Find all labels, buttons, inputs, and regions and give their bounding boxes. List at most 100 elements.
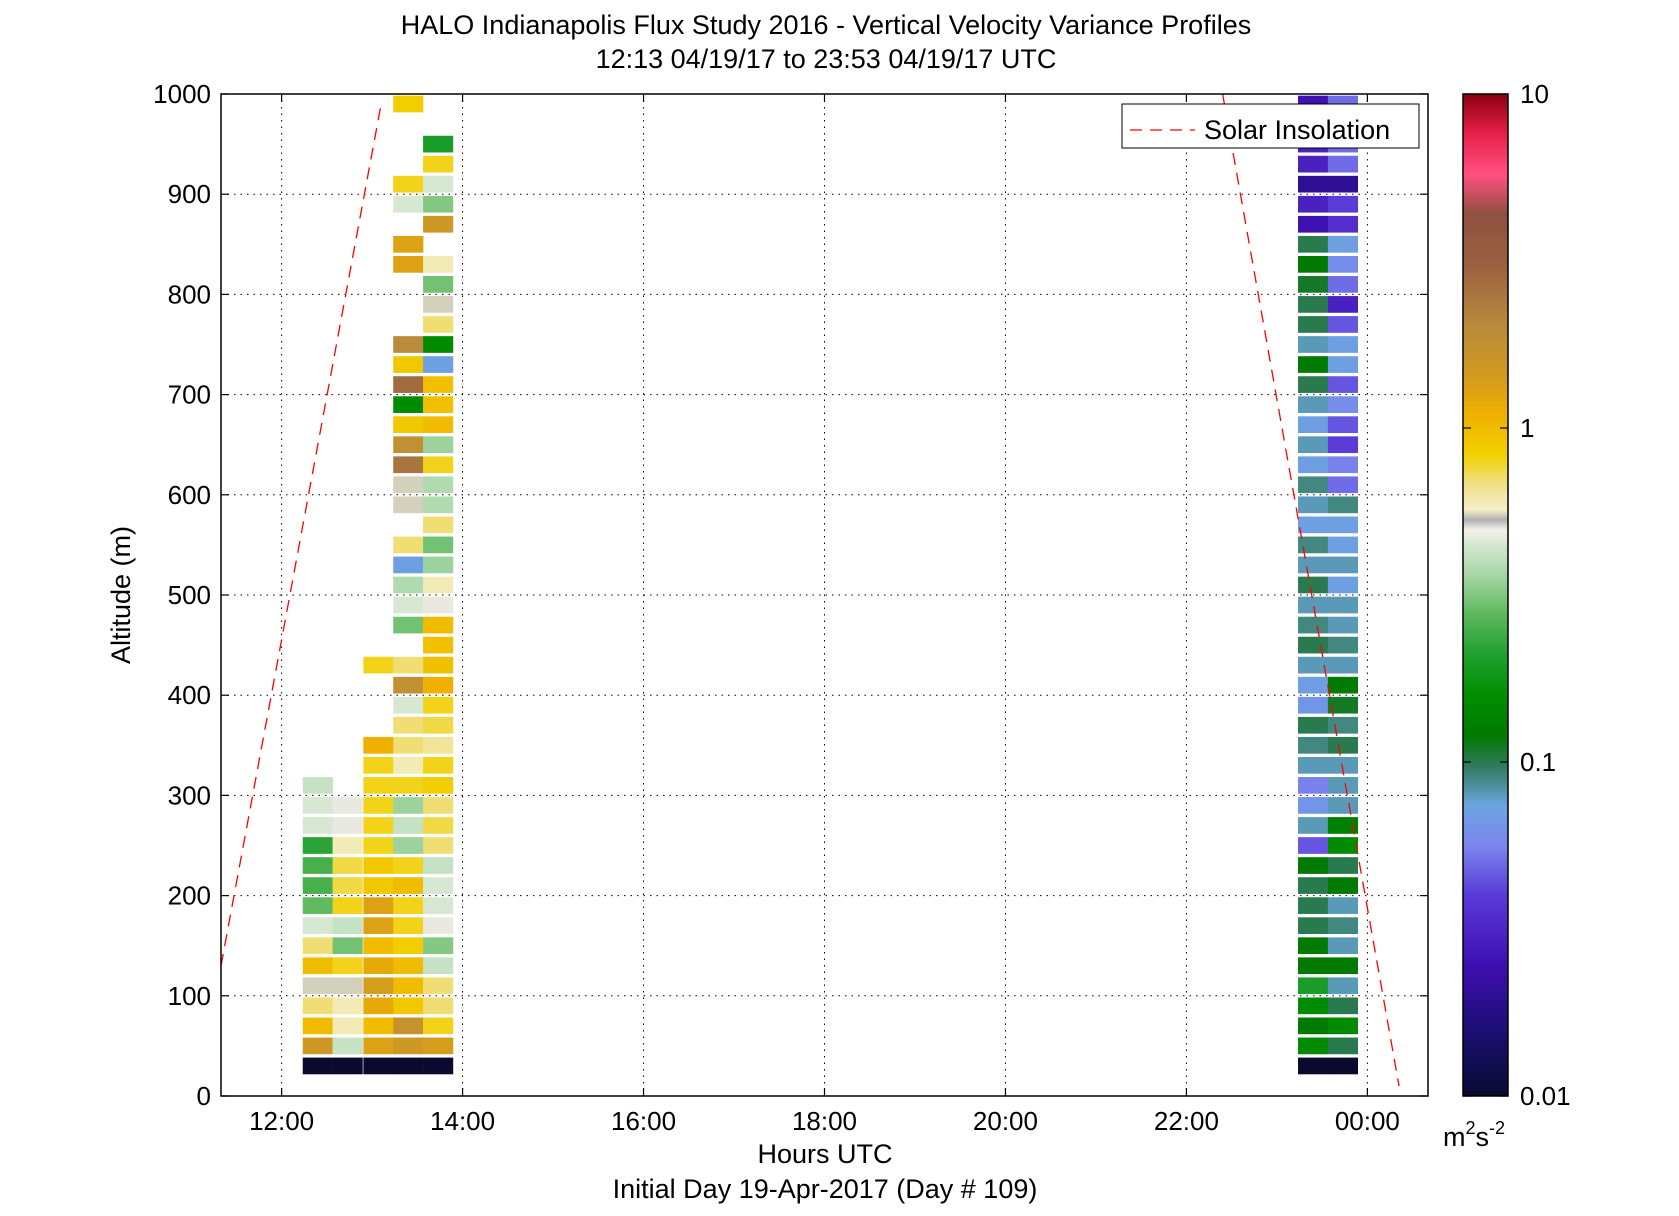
cell-p6-16 xyxy=(1327,736,1359,754)
cell-p2-17 xyxy=(363,656,394,674)
x-axis-label: Hours UTC xyxy=(757,1139,892,1169)
cell-p5-42 xyxy=(1298,215,1329,233)
colorbar-frame xyxy=(1462,93,1509,1097)
cell-p1-9 xyxy=(332,877,363,894)
cell-p3-38 xyxy=(393,175,424,193)
cell-p4-42 xyxy=(423,195,454,213)
cell-p5-8 xyxy=(1298,897,1329,914)
x-tick-label-2: 16:00 xyxy=(611,1106,676,1136)
cell-p6-10 xyxy=(1327,857,1359,874)
cell-p3-16 xyxy=(393,736,424,754)
cell-p6-12 xyxy=(1327,817,1359,834)
cell-p1-1 xyxy=(332,1037,363,1055)
cell-p1-0 xyxy=(332,1057,363,1075)
cell-p6-36 xyxy=(1327,336,1359,353)
cell-p6-39 xyxy=(1327,276,1359,293)
solar-insolation-lines xyxy=(220,93,1400,1087)
cell-p6-21 xyxy=(1327,636,1359,654)
cell-p0-8 xyxy=(302,897,333,914)
cell-p3-29 xyxy=(393,436,424,454)
cell-p5-37 xyxy=(1298,316,1329,333)
cell-p4-30 xyxy=(423,456,454,474)
cell-p6-4 xyxy=(1327,977,1359,995)
cell-p6-34 xyxy=(1327,376,1359,393)
cell-p4-28 xyxy=(423,496,454,514)
y-tick-label-6: 600 xyxy=(168,480,211,510)
legend-solar-label: Solar Insolation xyxy=(1204,115,1390,145)
cell-p4-35 xyxy=(423,356,454,373)
cell-p5-7 xyxy=(1298,917,1329,935)
cbar-tick-label-3: 10 xyxy=(1520,79,1549,109)
cell-p4-21 xyxy=(423,636,454,654)
cell-p3-9 xyxy=(393,877,424,894)
cell-p2-9 xyxy=(363,877,394,894)
solar-line-morning xyxy=(220,103,382,966)
cell-p5-15 xyxy=(1298,756,1329,774)
cell-p3-11 xyxy=(393,837,424,854)
cell-p5-14 xyxy=(1298,777,1329,794)
cell-p3-28 xyxy=(393,456,424,474)
cell-p6-3 xyxy=(1327,997,1359,1015)
cell-p6-41 xyxy=(1327,235,1359,253)
cell-p2-5 xyxy=(363,957,394,975)
cell-p0-4 xyxy=(302,977,333,995)
cell-p5-20 xyxy=(1298,656,1329,674)
x-tick-label-0: 12:00 xyxy=(249,1106,314,1136)
cell-p6-15 xyxy=(1327,756,1359,774)
cell-p2-12 xyxy=(363,817,394,834)
cell-p4-4 xyxy=(423,977,454,995)
cell-p6-1 xyxy=(1327,1037,1359,1055)
cell-p6-9 xyxy=(1327,877,1359,894)
cell-p4-32 xyxy=(423,416,454,434)
cell-p4-17 xyxy=(423,716,454,734)
cell-p4-39 xyxy=(423,276,454,293)
y-tick-label-2: 200 xyxy=(168,881,211,911)
cell-p3-17 xyxy=(393,716,424,734)
cell-p5-16 xyxy=(1298,736,1329,754)
x-axis-ticks: 12:00 14:00 16:00 18:00 20:00 22:00 00:00 xyxy=(249,94,1400,1136)
units-s: s xyxy=(1476,1122,1490,1152)
cell-p4-19 xyxy=(423,676,454,694)
y-tick-label-4: 400 xyxy=(168,680,211,710)
cell-p6-28 xyxy=(1327,496,1359,514)
cell-p3-6 xyxy=(393,937,424,955)
cell-p5-10 xyxy=(1298,857,1329,874)
cell-p5-34 xyxy=(1298,376,1329,393)
cell-p6-38 xyxy=(1327,296,1359,313)
cell-p5-26 xyxy=(1298,536,1329,554)
solar-line-evening xyxy=(1221,93,1400,1087)
cell-p2-13 xyxy=(363,797,394,814)
cell-p4-37 xyxy=(423,316,454,333)
colorbar-gradient xyxy=(1463,94,1508,1096)
cell-p3-19 xyxy=(393,676,424,694)
cell-p0-0 xyxy=(302,1057,333,1075)
cell-p4-20 xyxy=(423,656,454,674)
cell-p4-26 xyxy=(423,536,454,554)
cell-p6-23 xyxy=(1327,596,1359,614)
cell-p6-5 xyxy=(1327,957,1359,975)
cell-p3-1 xyxy=(393,1037,424,1055)
cell-p3-20 xyxy=(393,656,424,674)
chart-title: HALO Indianapolis Flux Study 2016 - Vert… xyxy=(401,10,1251,40)
cell-p3-23 xyxy=(393,576,424,594)
cell-p3-37 xyxy=(393,195,424,213)
cell-p4-18 xyxy=(423,696,454,714)
cell-p5-27 xyxy=(1298,516,1329,534)
y-tick-label-9: 900 xyxy=(168,179,211,209)
colorbar: 0.01 0.1 1 10 m2s-2 xyxy=(1443,79,1571,1152)
cell-p3-36 xyxy=(393,235,424,253)
x-tick-label-4: 20:00 xyxy=(973,1106,1038,1136)
cell-p3-3 xyxy=(393,997,424,1015)
cell-p2-6 xyxy=(363,937,394,955)
cell-p3-4 xyxy=(393,977,424,995)
cell-p0-14 xyxy=(302,777,333,794)
cell-p6-35 xyxy=(1327,356,1359,373)
cell-p4-38 xyxy=(423,296,454,313)
cell-p5-38 xyxy=(1298,296,1329,313)
cell-p0-5 xyxy=(302,957,333,975)
cell-p3-10 xyxy=(393,857,424,874)
cell-p5-45 xyxy=(1298,155,1329,173)
cell-p5-39 xyxy=(1298,276,1329,293)
cbar-tick-label-2: 1 xyxy=(1520,413,1534,443)
cell-p2-1 xyxy=(363,1037,394,1055)
